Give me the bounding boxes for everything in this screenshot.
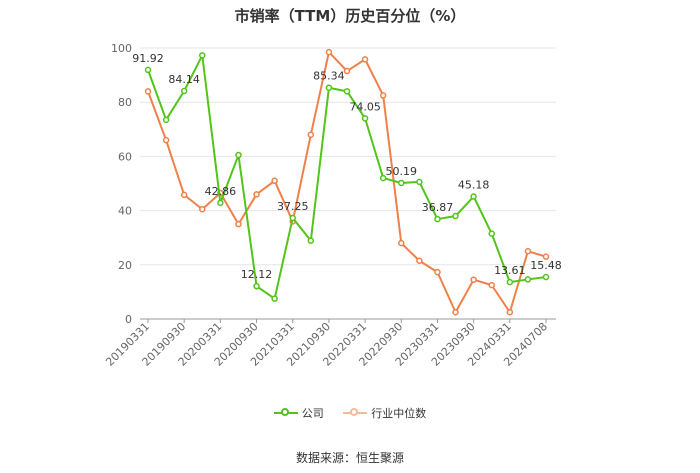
point-industry-median[interactable] [470,276,477,283]
point-company[interactable] [307,237,315,244]
point-company[interactable] [343,88,351,95]
point-company[interactable] [398,179,405,187]
data-label: 37.25 [277,200,309,213]
data-label: 13.61 [494,264,526,277]
point-company[interactable] [144,66,152,74]
y-tick-label: 80 [118,96,132,109]
point-company[interactable] [271,295,278,302]
point-industry-median[interactable] [506,308,514,316]
y-tick-label: 60 [118,150,132,163]
line-chart: 0204060801002019033120190930202003312020… [103,42,562,369]
point-company[interactable] [542,273,550,281]
source-note: 数据来源：恒生聚源 [295,451,404,465]
point-industry-median[interactable] [452,308,459,316]
point-company[interactable] [452,212,459,220]
point-industry-median[interactable] [271,177,278,185]
point-industry-median[interactable] [253,191,260,198]
point-industry-median[interactable] [542,253,550,260]
point-industry-median[interactable] [488,281,495,289]
point-company[interactable] [470,193,477,200]
point-industry-median[interactable] [361,56,369,63]
point-industry-median[interactable] [199,205,206,213]
y-tick-label: 0 [125,313,132,326]
point-company[interactable] [162,116,170,124]
point-company[interactable] [217,199,224,207]
point-industry-median[interactable] [343,67,351,75]
legend: 公司 行业中位数 [0,405,700,422]
point-company[interactable] [199,52,206,59]
point-company[interactable] [325,84,333,91]
point-company[interactable] [524,276,532,283]
point-industry-median[interactable] [379,92,387,99]
data-label: 45.18 [458,179,490,192]
point-company[interactable] [180,87,188,95]
y-tick-label: 20 [118,259,132,272]
point-company[interactable] [416,178,423,186]
legend-label-company: 公司 [301,407,324,420]
legend-swatch-company [273,407,298,419]
data-label: 74.05 [349,100,381,113]
point-industry-median[interactable] [307,131,315,138]
legend-swatch-industry-median [343,407,368,419]
point-company[interactable] [361,115,369,122]
point-industry-median[interactable] [416,257,423,264]
legend-item-industry-median[interactable]: 行业中位数 [343,405,426,421]
legend-label-industry-median: 行业中位数 [371,407,427,420]
point-industry-median[interactable] [180,191,188,199]
point-industry-median[interactable] [144,88,152,95]
point-industry-median[interactable] [524,248,532,255]
point-company[interactable] [488,230,495,237]
point-industry-median[interactable] [434,268,441,276]
data-label: 91.92 [132,52,164,65]
gridlines [140,47,556,266]
point-industry-median[interactable] [162,136,170,144]
point-industry-median[interactable] [398,239,405,247]
point-company[interactable] [434,215,441,223]
point-company[interactable] [253,282,260,290]
data-label: 42.86 [205,185,237,198]
point-company[interactable] [379,174,387,182]
chart-title: 市销率（TTM）历史百分位（%） [234,7,466,25]
data-label: 12.12 [241,268,273,281]
y-tick-label: 100 [111,42,132,55]
point-company[interactable] [506,278,514,286]
data-label: 15.48 [530,259,562,272]
y-tick-label: 40 [118,205,132,218]
data-label: 36.87 [422,201,454,214]
point-company[interactable] [289,214,296,222]
data-label: 85.34 [313,70,345,83]
legend-item-company[interactable]: 公司 [273,405,324,421]
series-lines [144,48,550,316]
point-industry-median[interactable] [325,48,333,56]
point-industry-median[interactable] [235,220,242,228]
point-company[interactable] [235,151,242,159]
data-labels: 91.92 84.14 42.86 12.12 37.25 85.34 74.05 50.19… [132,52,562,281]
data-label: 50.19 [386,165,418,178]
data-label: 84.14 [168,73,200,86]
axes: 0204060801002019033120190930202003312020… [103,42,556,369]
